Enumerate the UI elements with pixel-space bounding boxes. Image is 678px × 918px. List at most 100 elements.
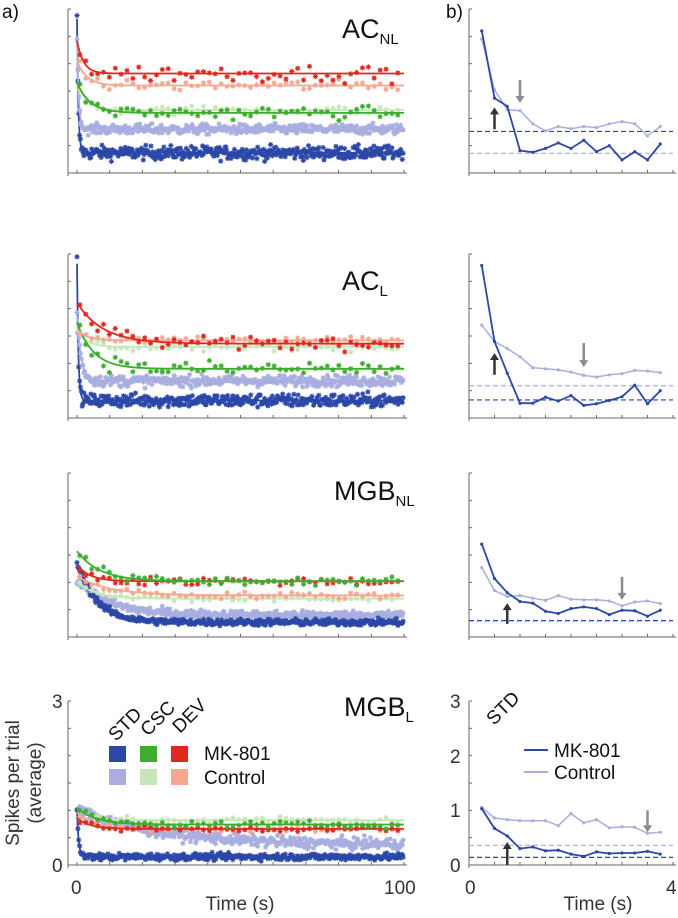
data-point [305, 143, 312, 149]
data-point [277, 108, 283, 114]
line-point [518, 593, 522, 598]
data-point [77, 820, 83, 826]
data-point [359, 342, 366, 348]
arrow-up-icon [490, 107, 499, 115]
data-point [183, 105, 189, 112]
data-point [146, 403, 152, 409]
data-point [89, 352, 95, 358]
data-point [354, 591, 360, 597]
data-point [289, 820, 295, 827]
data-point [293, 383, 299, 389]
data-point [153, 395, 159, 402]
line-point [518, 401, 522, 405]
data-point [173, 608, 179, 614]
data-point [88, 146, 95, 152]
data-point [205, 857, 211, 863]
data-point [270, 379, 276, 385]
data-point [209, 125, 215, 131]
data-point [85, 132, 91, 138]
data-point [83, 806, 90, 812]
data-point [94, 328, 101, 334]
line-point [531, 601, 535, 605]
data-point [342, 155, 349, 162]
line-point [620, 851, 624, 855]
data-point [386, 394, 392, 401]
data-point [171, 363, 177, 369]
data-point [277, 814, 283, 820]
data-point [253, 610, 259, 616]
data-point [302, 835, 308, 841]
data-point [158, 122, 164, 128]
data-point [74, 309, 80, 316]
arrow-up-icon [490, 352, 499, 360]
data-point [195, 577, 201, 583]
data-point [130, 596, 136, 602]
data-point [302, 149, 308, 155]
data-point [354, 391, 361, 397]
data-point [383, 342, 389, 348]
data-point [212, 576, 218, 582]
line-panel-1 [468, 253, 676, 421]
data-point [301, 86, 307, 92]
data-point [330, 576, 336, 583]
data-point [191, 400, 197, 406]
data-point [271, 610, 277, 617]
data-point [212, 151, 218, 157]
data-point [280, 151, 287, 157]
data-point [331, 392, 337, 398]
data-point [284, 610, 290, 616]
data-point [237, 149, 244, 155]
data-point [151, 375, 157, 381]
data-point [206, 131, 212, 137]
data-point [294, 842, 300, 848]
data-point [112, 338, 118, 344]
data-point [282, 400, 288, 406]
data-point [108, 611, 115, 617]
data-point [383, 814, 389, 821]
data-point [332, 372, 338, 378]
data-point [201, 127, 207, 133]
data-point [370, 148, 376, 154]
data-point [193, 840, 199, 846]
data-point [130, 154, 136, 160]
data-point [230, 622, 236, 628]
data-point [298, 379, 304, 386]
data-point [324, 105, 330, 112]
data-point [142, 112, 148, 118]
data-point [117, 396, 123, 402]
data-point [145, 395, 151, 401]
legend-swatch-dev_control [171, 769, 188, 785]
data-point [143, 400, 149, 406]
data-point [89, 400, 96, 406]
data-point [153, 113, 160, 119]
data-point [224, 575, 230, 581]
data-point [295, 594, 301, 600]
data-point [328, 402, 334, 408]
b-ytick-label-3: 3 [450, 692, 461, 713]
data-point [127, 401, 133, 408]
line-point [658, 142, 662, 146]
data-point [258, 147, 264, 154]
line-point [645, 158, 650, 162]
data-point [80, 850, 86, 856]
data-point [148, 824, 154, 831]
data-point [136, 575, 142, 581]
data-point [200, 399, 206, 405]
data-point [156, 831, 162, 838]
data-point [254, 608, 260, 614]
data-point [271, 363, 277, 369]
data-point [304, 400, 310, 406]
data-point [193, 851, 199, 857]
x-axis-label-a: Time (s) [206, 894, 275, 915]
data-point [278, 395, 284, 401]
data-point [359, 400, 365, 406]
data-point [108, 372, 115, 379]
data-point [106, 147, 112, 153]
data-point [118, 345, 124, 351]
data-point [175, 395, 182, 401]
data-point [101, 607, 108, 613]
data-point [89, 129, 96, 135]
data-point [216, 121, 222, 127]
data-point [273, 144, 279, 150]
fit-curve [76, 40, 404, 75]
